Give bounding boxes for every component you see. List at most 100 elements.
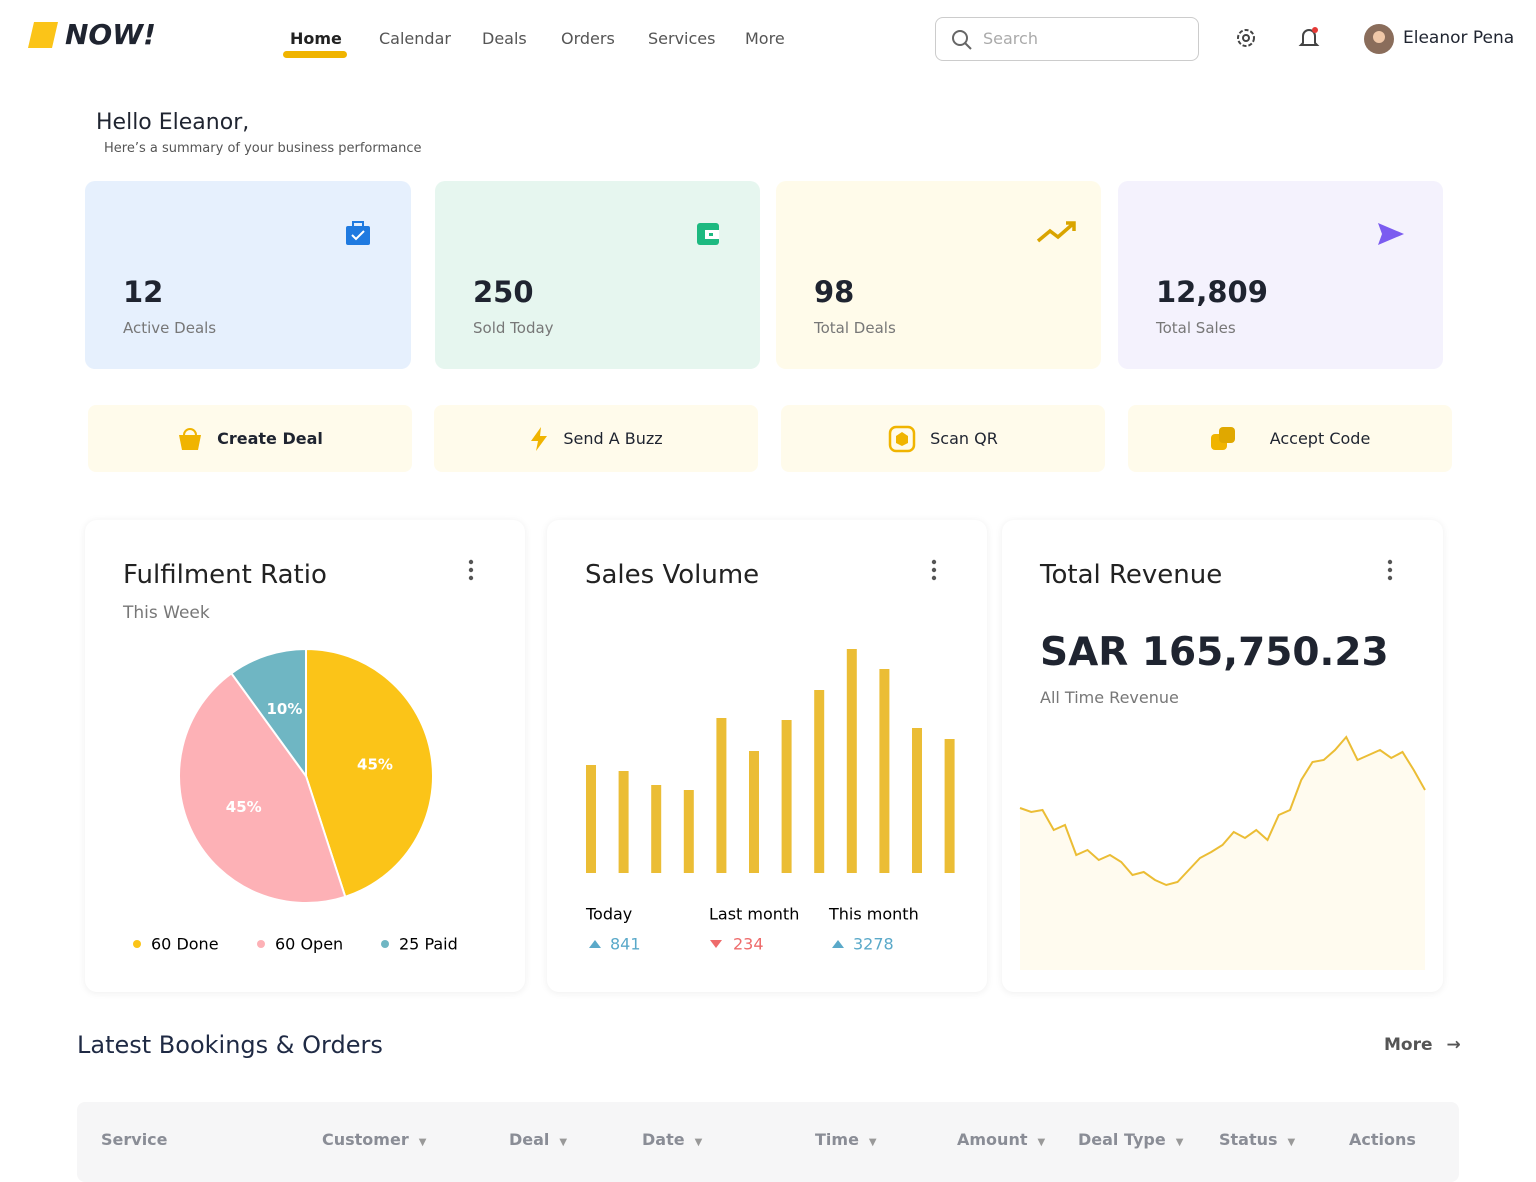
sort-caret: ▼ xyxy=(1175,1137,1184,1148)
column-header[interactable]: Time ▼ xyxy=(815,1130,877,1149)
user-name[interactable]: Eleanor Pena xyxy=(1403,28,1515,48)
stat-card: 12,809 Total Sales xyxy=(1118,181,1443,369)
menu-icon[interactable] xyxy=(467,558,475,582)
more-link[interactable]: More → xyxy=(1384,1035,1461,1055)
action-icon xyxy=(179,427,202,450)
column-header[interactable]: Deal ▼ xyxy=(509,1130,567,1149)
nav-link[interactable]: Home xyxy=(290,29,342,48)
column-header[interactable]: Status ▼ xyxy=(1219,1130,1295,1149)
bar xyxy=(618,771,629,873)
bar xyxy=(912,728,922,873)
logo[interactable]: NOW! xyxy=(65,18,156,51)
action-button[interactable]: Scan QR xyxy=(781,405,1105,472)
search-icon xyxy=(952,30,972,50)
stat-card: 98 Total Deals xyxy=(776,181,1101,369)
stat-value: 3278 xyxy=(853,935,894,954)
nav-link[interactable]: Deals xyxy=(482,29,527,48)
search-box[interactable]: Search xyxy=(935,17,1199,61)
stat-icon xyxy=(1036,221,1076,243)
bar xyxy=(683,790,694,873)
bar xyxy=(586,765,596,873)
column-header[interactable]: Date ▼ xyxy=(642,1130,702,1149)
trend-arrow xyxy=(589,940,601,948)
settings-icon[interactable] xyxy=(1235,27,1257,49)
column-label: Status xyxy=(1219,1130,1278,1149)
section-title: Latest Bookings & Orders xyxy=(77,1031,383,1059)
legend-label: 60 Done xyxy=(151,935,219,954)
stat-card: 12 Active Deals xyxy=(85,181,411,369)
nav-link[interactable]: Orders xyxy=(561,29,615,48)
stat-label: Active Deals xyxy=(123,319,217,337)
column-header[interactable]: Amount ▼ xyxy=(957,1130,1045,1149)
stat-icon xyxy=(697,223,719,245)
sort-caret: ▼ xyxy=(418,1137,427,1148)
card-title: Sales Volume xyxy=(585,560,760,590)
bar xyxy=(846,649,857,873)
active-indicator xyxy=(283,51,347,58)
action-icon xyxy=(1210,426,1235,450)
action-label: Create Deal xyxy=(217,429,323,448)
search-placeholder: Search xyxy=(983,29,1038,48)
sort-caret: ▼ xyxy=(1287,1137,1296,1148)
stat-label: Total Deals xyxy=(814,319,896,337)
action-icon xyxy=(888,425,916,452)
stat-value: 12,809 xyxy=(1156,275,1268,309)
column-header[interactable]: Service xyxy=(101,1130,168,1149)
nav-link[interactable]: Services xyxy=(648,29,716,48)
avatar[interactable] xyxy=(1364,24,1394,54)
stat-value: 841 xyxy=(610,935,641,954)
card-subtitle: This Week xyxy=(123,603,210,623)
sort-caret: ▼ xyxy=(1037,1137,1046,1148)
slice-label: 45% xyxy=(226,798,262,816)
stat-label: Total Sales xyxy=(1156,319,1236,337)
action-button[interactable]: Create Deal xyxy=(88,405,412,472)
arrow: → xyxy=(1446,1035,1461,1055)
menu-icon[interactable] xyxy=(1386,558,1394,582)
stat-card: 250 Sold Today xyxy=(435,181,760,369)
column-label: Customer xyxy=(322,1130,409,1149)
action-button[interactable]: Send A Buzz xyxy=(434,405,758,472)
area xyxy=(1020,737,1425,970)
sort-caret: ▼ xyxy=(559,1137,568,1148)
revenue-caption: All Time Revenue xyxy=(1040,688,1179,707)
pie-slice xyxy=(305,647,434,899)
column-header[interactable]: Deal Type ▼ xyxy=(1078,1130,1183,1149)
legend-label: 60 Open xyxy=(275,935,343,954)
stat-value: 98 xyxy=(814,275,855,309)
more-label: More xyxy=(1384,1035,1433,1055)
slice-label: 10% xyxy=(266,700,302,718)
stat-value: 12 xyxy=(123,275,164,309)
notification-icon[interactable] xyxy=(1298,25,1322,51)
column-header[interactable]: Customer ▼ xyxy=(322,1130,426,1149)
legend-dot xyxy=(381,940,389,948)
column-label: Deal xyxy=(509,1130,550,1149)
column-label: Service xyxy=(101,1130,168,1149)
line xyxy=(1019,735,1426,887)
pie-slice xyxy=(229,647,307,780)
stat-value: 250 xyxy=(473,275,534,309)
pie-slice xyxy=(178,671,347,904)
revenue-amount: SAR 165,750.23 xyxy=(1040,630,1389,675)
column-header[interactable]: Actions xyxy=(1349,1130,1416,1149)
bar xyxy=(716,718,727,873)
nav-link[interactable]: Calendar xyxy=(379,29,451,48)
bar xyxy=(944,739,955,873)
stat-label: Last month xyxy=(709,905,799,924)
menu-icon[interactable] xyxy=(930,558,938,582)
greeting-subtitle: Here’s a summary of your business perfor… xyxy=(104,141,422,156)
nav-link[interactable]: More xyxy=(745,29,785,48)
action-label: Scan QR xyxy=(930,429,998,448)
bar xyxy=(781,720,792,873)
action-button[interactable]: Accept Code xyxy=(1128,405,1452,472)
stat-label: This month xyxy=(828,905,919,924)
stat-label: Sold Today xyxy=(473,319,554,337)
legend-label: 25 Paid xyxy=(399,935,458,954)
slice-label: 45% xyxy=(357,756,393,774)
column-label: Date xyxy=(642,1130,685,1149)
column-label: Time xyxy=(815,1130,859,1149)
logo-mark xyxy=(28,22,58,48)
bar xyxy=(879,669,890,873)
legend-dot xyxy=(133,940,141,948)
bar xyxy=(814,690,825,873)
